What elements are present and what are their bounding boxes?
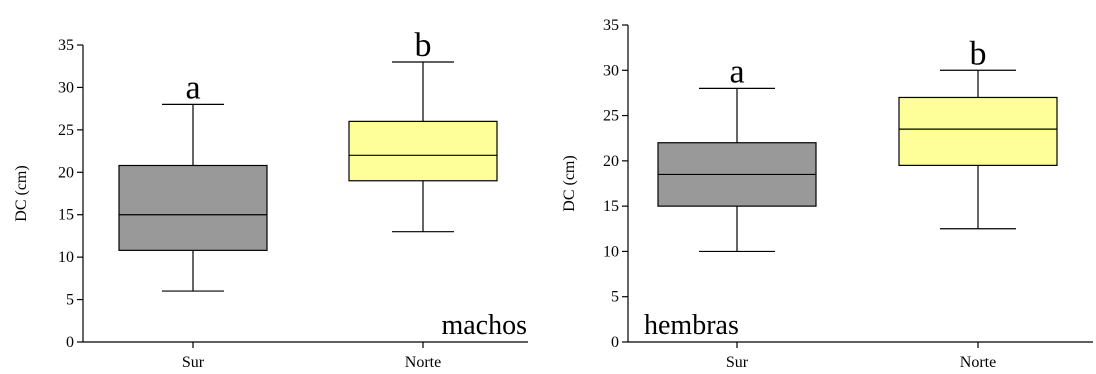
x-tick-label: Sur [182,354,205,371]
box-sur: a [657,53,817,253]
y-tick-label: 0 [66,334,74,351]
y-tick-label: 10 [58,249,74,266]
y-tick-label: 30 [58,79,74,96]
y-tick-label: 15 [603,198,619,215]
y-tick-label: 20 [603,153,619,170]
box-norte: b [898,35,1058,230]
y-tick-label: 30 [603,62,619,79]
y-tick-label: 5 [66,292,74,309]
significance-letter: a [185,69,200,106]
y-tick-label: 15 [58,207,74,224]
x-tick-label: Sur [726,354,749,371]
box-norte: b [348,27,498,233]
y-tick-label: 20 [58,164,74,181]
panel-annotation: machos [441,310,527,341]
iqr-box [118,164,268,251]
y-tick-label: 0 [611,334,619,351]
chart-panel-2: 0 5 10 15 20 25 30 35 DC (cm) Sur Norte a b hembras [561,17,1093,371]
significance-letter: b [970,35,987,72]
panel-annotation: hembras [644,310,739,341]
x-tick-label: Norte [960,354,996,371]
y-tick-label: 10 [603,243,619,260]
y-axis-label: DC (cm) [561,155,578,211]
iqr-box [348,120,498,182]
y-tick-label: 35 [58,37,74,54]
y-tick-label: 35 [603,17,619,34]
y-tick-label: 25 [603,108,619,125]
box-sur: a [118,69,268,292]
significance-letter: b [415,27,432,64]
iqr-box [898,96,1058,166]
chart-panel-1: 0 5 10 15 20 25 30 35 DC (cm) Sur Norte a b machos [13,27,528,371]
significance-letter: a [729,53,744,90]
y-tick-label: 5 [611,289,619,306]
x-tick-label: Norte [405,354,441,371]
y-tick-label: 25 [58,122,74,139]
y-axis-label: DC (cm) [13,165,30,221]
